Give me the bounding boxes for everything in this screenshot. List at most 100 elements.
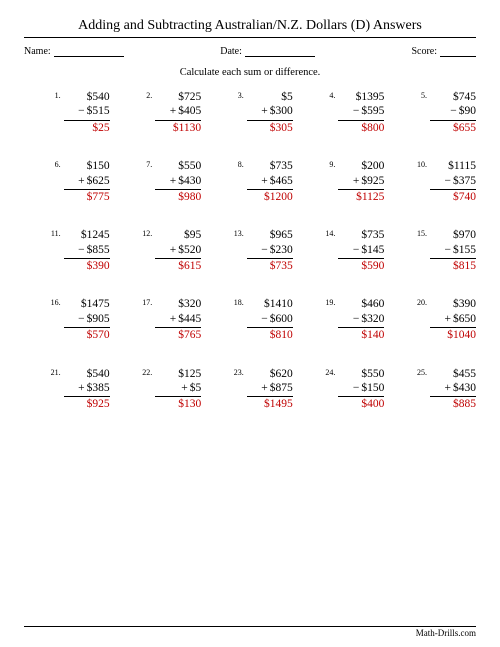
answer-value: $390 [64, 259, 110, 273]
problem-number: 1. [49, 90, 61, 100]
operator: − [261, 243, 268, 257]
operand-bottom-row: +$385 [64, 381, 110, 397]
problem-number: 10. [415, 159, 427, 169]
problem-number: 11. [49, 228, 61, 238]
problem-stack: $320+$445$765 [155, 297, 201, 342]
problem-stack: $150+$625$775 [64, 159, 110, 204]
problem-number: 4. [323, 90, 335, 100]
operand-top: $745 [430, 90, 476, 104]
operand-top: $735 [247, 159, 293, 173]
answer-value: $980 [155, 190, 201, 204]
problem-cell: 6.$150+$625$775 [24, 159, 110, 204]
operand-bottom-row: +$405 [155, 104, 201, 120]
problem-cell: 24.$550−$150$400 [299, 367, 385, 412]
date-field: Date: [220, 46, 315, 57]
operand-bottom: $855 [87, 243, 110, 257]
operand-top: $540 [64, 90, 110, 104]
operand-bottom-row: −$90 [430, 104, 476, 120]
operand-bottom: $300 [270, 104, 293, 118]
operand-top: $1475 [64, 297, 110, 311]
problem-stack: $1395−$595$800 [338, 90, 384, 135]
answer-value: $765 [155, 328, 201, 342]
operator: + [444, 381, 451, 395]
operator: + [261, 174, 268, 188]
operand-bottom-row: −$230 [247, 243, 293, 259]
answer-value: $25 [64, 121, 110, 135]
operand-bottom: $515 [87, 104, 110, 118]
date-label: Date: [220, 46, 242, 57]
problem-number: 16. [49, 297, 61, 307]
operand-top: $460 [338, 297, 384, 311]
answer-value: $885 [430, 397, 476, 411]
operand-bottom: $600 [270, 312, 293, 326]
operator: + [170, 243, 177, 257]
problem-cell: 20.$390+$650$1040 [390, 297, 476, 342]
answer-value: $1200 [247, 190, 293, 204]
answer-value: $590 [338, 259, 384, 273]
operand-top: $620 [247, 367, 293, 381]
problem-number: 18. [232, 297, 244, 307]
problem-number: 2. [140, 90, 152, 100]
problem-cell: 11.$1245−$855$390 [24, 228, 110, 273]
operand-top: $540 [64, 367, 110, 381]
problem-number: 20. [415, 297, 427, 307]
answer-value: $810 [247, 328, 293, 342]
operator: + [261, 381, 268, 395]
problem-number: 23. [232, 367, 244, 377]
problem-stack: $125+$5$130 [155, 367, 201, 412]
score-blank [440, 46, 476, 57]
problem-cell: 3.$5+$300$305 [207, 90, 293, 135]
operator: + [181, 381, 188, 395]
operand-bottom-row: −$145 [338, 243, 384, 259]
operand-bottom: $595 [361, 104, 384, 118]
answer-value: $1130 [155, 121, 201, 135]
operand-bottom: $320 [361, 312, 384, 326]
operand-top: $125 [155, 367, 201, 381]
operator: − [450, 104, 457, 118]
operand-bottom: $5 [190, 381, 202, 395]
operand-bottom: $875 [270, 381, 293, 395]
operand-bottom-row: +$430 [430, 381, 476, 397]
footer-text: Math-Drills.com [24, 626, 476, 638]
name-field: Name: [24, 46, 124, 57]
operator: + [78, 381, 85, 395]
problem-number: 21. [49, 367, 61, 377]
operand-bottom: $430 [178, 174, 201, 188]
problem-number: 7. [140, 159, 152, 169]
operator: − [353, 104, 360, 118]
answer-value: $615 [155, 259, 201, 273]
answer-value: $815 [430, 259, 476, 273]
operand-top: $1115 [430, 159, 476, 173]
operand-top: $320 [155, 297, 201, 311]
operand-bottom: $230 [270, 243, 293, 257]
operand-bottom-row: −$855 [64, 243, 110, 259]
operand-bottom: $385 [87, 381, 110, 395]
problem-cell: 18.$1410−$600$810 [207, 297, 293, 342]
operand-bottom-row: +$5 [155, 381, 201, 397]
operand-top: $5 [247, 90, 293, 104]
problem-cell: 5.$745−$90$655 [390, 90, 476, 135]
operator: + [170, 312, 177, 326]
problem-stack: $5+$300$305 [247, 90, 293, 135]
name-label: Name: [24, 46, 51, 57]
answer-value: $735 [247, 259, 293, 273]
operand-bottom: $150 [361, 381, 384, 395]
operand-bottom-row: +$520 [155, 243, 201, 259]
operator: − [353, 312, 360, 326]
answer-value: $140 [338, 328, 384, 342]
operand-top: $1410 [247, 297, 293, 311]
operand-bottom: $520 [178, 243, 201, 257]
problem-stack: $540−$515$25 [64, 90, 110, 135]
problem-cell: 1.$540−$515$25 [24, 90, 110, 135]
operand-top: $150 [64, 159, 110, 173]
operand-bottom-row: +$300 [247, 104, 293, 120]
problem-number: 12. [140, 228, 152, 238]
problem-number: 3. [232, 90, 244, 100]
operator: − [444, 174, 451, 188]
operand-bottom-row: −$155 [430, 243, 476, 259]
problem-cell: 13.$965−$230$735 [207, 228, 293, 273]
operator: + [78, 174, 85, 188]
score-field: Score: [411, 46, 476, 57]
problem-number: 14. [323, 228, 335, 238]
operator: + [444, 312, 451, 326]
